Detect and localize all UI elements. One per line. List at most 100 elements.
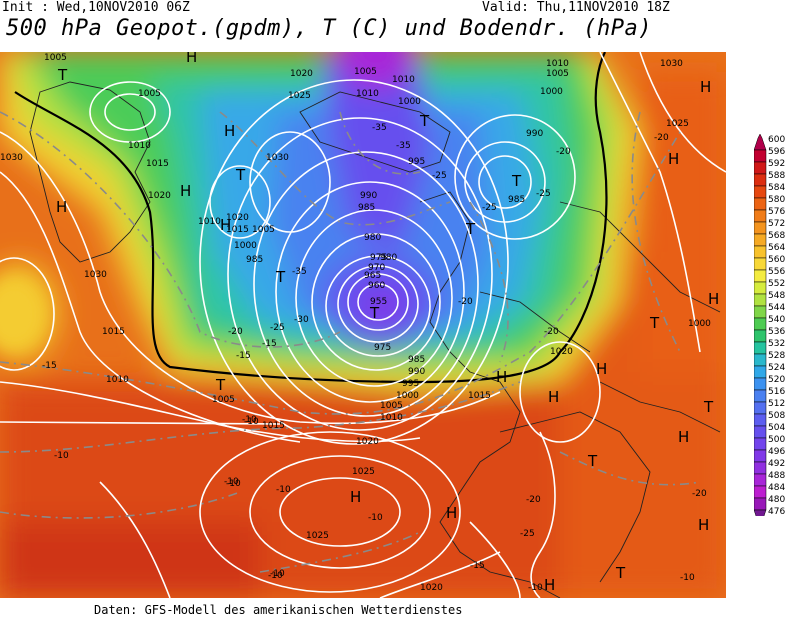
- scale-label: 500: [768, 435, 785, 445]
- scale-swatch: [753, 425, 767, 439]
- scale-swatch: [753, 401, 767, 415]
- isobar-label: 1000: [540, 87, 563, 97]
- scale-swatch: [753, 317, 767, 331]
- isotherm-label: -10: [528, 583, 543, 593]
- isotherm-label: -20: [228, 327, 243, 337]
- isobar-label: 990: [408, 367, 425, 377]
- low-label: T: [615, 564, 626, 582]
- low-label: T: [235, 166, 246, 184]
- scale-swatch: [753, 365, 767, 379]
- scale-label: 476: [768, 507, 785, 516]
- weather-map: H H H H H H H H H H H H H H H H T T T T …: [0, 52, 726, 598]
- low-label: T: [275, 268, 286, 286]
- scale-label: 584: [768, 183, 785, 193]
- isobar-labels: 1005 1005 1010 1015 1020 1030 1030 1010 …: [0, 53, 711, 593]
- low-label: T: [419, 112, 430, 130]
- scale-label: 592: [768, 159, 785, 169]
- scale-label: 488: [768, 471, 785, 481]
- scale-label: 512: [768, 399, 785, 409]
- low-label: T: [587, 452, 598, 470]
- isobar-label: 1005: [44, 53, 67, 63]
- scale-label: 596: [768, 147, 785, 157]
- isobar-label: 1020: [420, 583, 443, 593]
- scale-swatch: [753, 245, 767, 259]
- scale-label: 564: [768, 243, 785, 253]
- scale-swatch: [753, 377, 767, 391]
- scale-swatch: [753, 509, 767, 527]
- isobar-label: 1005: [546, 69, 569, 79]
- scale-swatch: [753, 233, 767, 247]
- isobar-label: 1025: [306, 531, 329, 541]
- isobar-label: 1005: [212, 395, 235, 405]
- isobar-label: 1005: [252, 225, 275, 235]
- high-label: H: [56, 198, 67, 216]
- scale-swatch: [753, 185, 767, 199]
- isobar-label: 1010: [380, 413, 403, 423]
- scale-label: 516: [768, 387, 785, 397]
- scale-label: 504: [768, 423, 785, 433]
- isobar-label: 1015: [146, 159, 169, 169]
- high-label: H: [180, 182, 191, 200]
- isobar-label: 1005: [138, 89, 161, 99]
- low-label: T: [57, 66, 68, 84]
- isotherm-label: -15: [262, 339, 277, 349]
- scale-swatch: [753, 329, 767, 343]
- isobar-label: 1010: [356, 89, 379, 99]
- isobar-label: 1025: [352, 467, 375, 477]
- isotherm-label: -15: [470, 561, 485, 571]
- isotherm-label: -25: [432, 171, 447, 181]
- isotherm-label: -15: [42, 361, 57, 371]
- isobar-label: 1010: [392, 75, 415, 85]
- data-source: Daten: GFS-Modell des amerikanischen Wet…: [94, 603, 463, 617]
- weather-map-svg: H H H H H H H H H H H H H H H H T T T T …: [0, 52, 726, 598]
- isobar-label: 1030: [84, 270, 107, 280]
- isobar-label: 970: [368, 263, 385, 273]
- pressure-centers: H H H H H H H H H H H H H H H H T T T T …: [56, 52, 719, 594]
- isobar-label: 990: [360, 191, 377, 201]
- isotherm-label: -35: [292, 267, 307, 277]
- scale-label: 532: [768, 339, 785, 349]
- scale-label: 572: [768, 219, 785, 229]
- low-label: T: [465, 220, 476, 238]
- scale-label: 552: [768, 279, 785, 289]
- color-scale: 600 596 592 588 584 580 576 572 568 564 560 556 552 5…: [753, 132, 790, 527]
- init-time: Init : Wed,10NOV2010 06Z: [2, 0, 190, 15]
- isobar-label: 1015: [468, 391, 491, 401]
- scale-label: 520: [768, 375, 785, 385]
- isobar-label: 1020: [148, 191, 171, 201]
- isobar-label: 1015: [262, 421, 285, 431]
- isotherm-label: -35: [396, 141, 411, 151]
- color-scale-svg: 600 596 592 588 584 580 576 572 568 564 560 556 552 5…: [753, 133, 785, 527]
- scale-swatch: [753, 473, 767, 487]
- isotherm-label: -25: [520, 529, 535, 539]
- high-label: H: [698, 516, 709, 534]
- isobar-label: 980: [364, 233, 381, 243]
- scale-swatch: [753, 197, 767, 211]
- low-label: T: [703, 398, 714, 416]
- scale-swatch: [753, 305, 767, 319]
- isobar-label: 1005: [380, 401, 403, 411]
- high-label: H: [496, 368, 507, 386]
- isobar-label: 985: [408, 355, 425, 365]
- scale-label: 536: [768, 327, 785, 337]
- low-label: T: [511, 172, 522, 190]
- high-label: H: [224, 122, 235, 140]
- isobar-label: 965: [364, 271, 381, 281]
- low-label: T: [215, 376, 226, 394]
- scale-swatch: [753, 161, 767, 175]
- isotherm-label: -25: [270, 323, 285, 333]
- isobar-label: 1020: [550, 347, 573, 357]
- isotherm-label: -10: [226, 479, 241, 489]
- isobar-label: 1000: [688, 319, 711, 329]
- scale-swatch: [753, 461, 767, 475]
- geopotential-field: [0, 52, 726, 598]
- scale-label: 588: [768, 171, 785, 181]
- isotherm-label: -20: [654, 133, 669, 143]
- high-label: H: [708, 290, 719, 308]
- high-label: H: [678, 428, 689, 446]
- isotherm-label: -10: [54, 451, 69, 461]
- isobar-label: 1025: [288, 91, 311, 101]
- isotherm-label: -10: [270, 569, 285, 579]
- scale-label: 544: [768, 303, 785, 313]
- isotherm-label: -10: [276, 485, 291, 495]
